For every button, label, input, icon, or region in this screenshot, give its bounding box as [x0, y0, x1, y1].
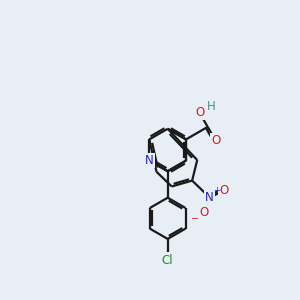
- Text: O: O: [199, 206, 208, 218]
- Text: H: H: [206, 100, 215, 113]
- Text: −: −: [191, 214, 200, 224]
- Text: Cl: Cl: [162, 254, 173, 267]
- Text: N: N: [205, 191, 214, 204]
- Text: +: +: [213, 186, 220, 195]
- Text: O: O: [219, 184, 229, 197]
- Text: O: O: [195, 106, 204, 119]
- Text: O: O: [211, 134, 220, 147]
- Text: N: N: [145, 154, 154, 167]
